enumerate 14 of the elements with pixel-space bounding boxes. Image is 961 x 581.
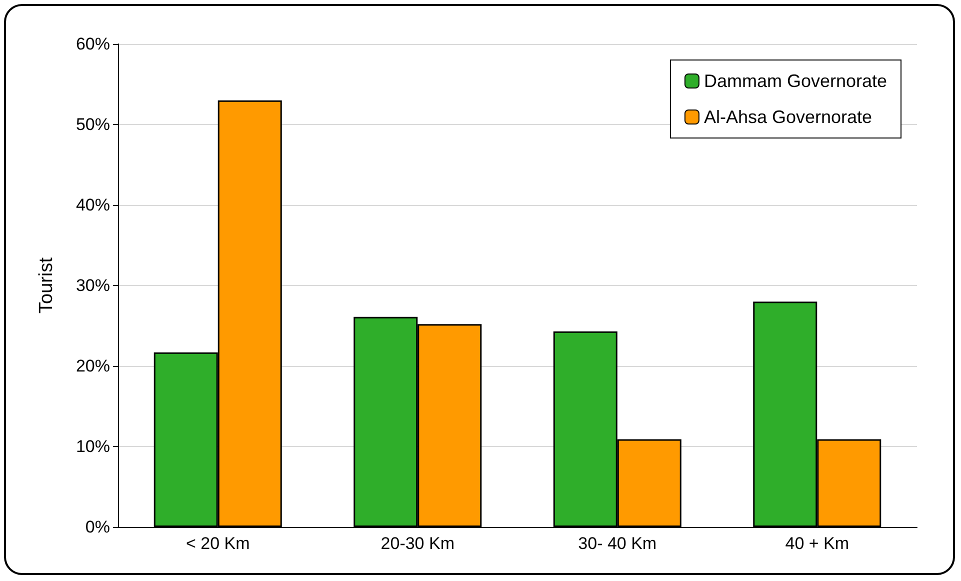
y-tick-label: 60%	[76, 34, 110, 54]
x-tick-label: < 20 Km	[186, 534, 250, 553]
y-tick-label: 40%	[76, 196, 110, 214]
y-tick-label: 30%	[76, 276, 110, 295]
legend-label: Al-Ahsa Governorate	[704, 107, 872, 127]
x-tick-label: 20-30 Km	[380, 534, 454, 553]
y-tick-label: 50%	[76, 115, 110, 134]
y-tick-label: 20%	[76, 356, 110, 376]
y-tick-label: 0%	[85, 518, 110, 536]
y-axis-title: Tourist	[36, 256, 57, 314]
x-tick-label: 40 + Km	[785, 534, 850, 553]
y-tick-label: 10%	[76, 437, 110, 456]
legend-label: Dammam Governorate	[704, 71, 888, 91]
x-tick-label: 30- 40 Km	[578, 534, 657, 553]
